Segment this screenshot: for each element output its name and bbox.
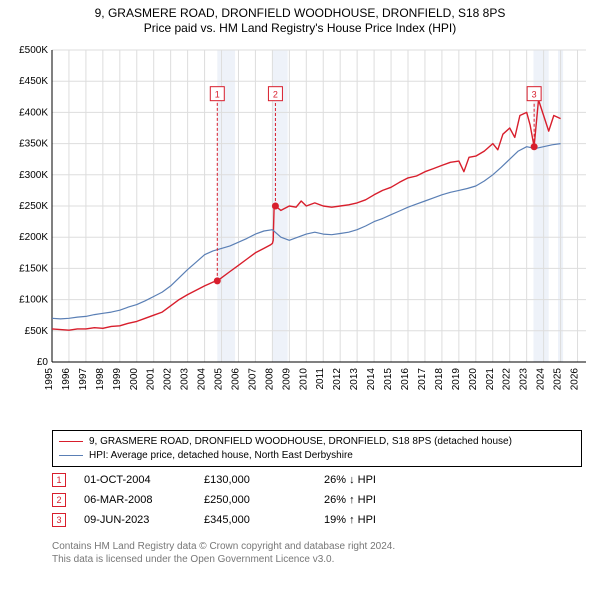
x-tick-label: 2004	[197, 368, 208, 391]
x-tick-label: 2015	[383, 368, 394, 391]
transaction-price: £130,000	[204, 474, 324, 486]
x-tick-label: 2007	[247, 368, 258, 391]
y-tick-label: £400K	[19, 107, 48, 118]
transaction-marker: 3	[52, 513, 66, 527]
x-tick-label: 1997	[78, 368, 89, 391]
x-tick-label: 2008	[264, 368, 275, 391]
x-tick-label: 2005	[214, 368, 225, 391]
x-tick-label: 2025	[553, 368, 564, 391]
transaction-row: 3 09-JUN-2023£345,00019% ↑ HPI	[52, 510, 582, 530]
x-tick-label: 2023	[519, 368, 530, 391]
transaction-date: 06-MAR-2008	[84, 494, 204, 506]
transaction-row: 2 06-MAR-2008£250,00026% ↑ HPI	[52, 490, 582, 510]
x-tick-label: 1999	[112, 368, 123, 391]
x-tick-label: 2014	[366, 368, 377, 391]
legend-row: 9, GRASMERE ROAD, DRONFIELD WOODHOUSE, D…	[59, 434, 575, 448]
title-address: 9, GRASMERE ROAD, DRONFIELD WOODHOUSE, D…	[0, 6, 600, 21]
legend-swatch	[59, 441, 83, 442]
y-tick-label: £350K	[19, 139, 48, 150]
transaction-marker: 2	[52, 493, 66, 507]
x-tick-label: 2026	[570, 368, 581, 391]
y-tick-label: £250K	[19, 201, 48, 212]
transaction-diff: 19% ↑ HPI	[324, 514, 444, 526]
x-tick-label: 2022	[502, 368, 513, 391]
x-tick-label: 1996	[61, 368, 72, 391]
marker-number: 2	[273, 90, 278, 100]
x-tick-label: 2019	[451, 368, 462, 391]
y-tick-label: £500K	[19, 45, 48, 56]
chart-container: 9, GRASMERE ROAD, DRONFIELD WOODHOUSE, D…	[0, 0, 600, 590]
y-tick-label: £450K	[19, 76, 48, 87]
marker-number: 1	[215, 90, 220, 100]
x-tick-label: 2009	[281, 368, 292, 391]
y-tick-label: £200K	[19, 232, 48, 243]
legend-row: HPI: Average price, detached house, Nort…	[59, 448, 575, 462]
transaction-row: 1 01-OCT-2004£130,00026% ↓ HPI	[52, 470, 582, 490]
x-tick-label: 2024	[536, 368, 547, 391]
x-tick-label: 2021	[485, 368, 496, 391]
x-tick-label: 2012	[332, 368, 343, 391]
marker-dot	[272, 203, 279, 210]
y-tick-label: £150K	[19, 263, 48, 274]
legend-label: 9, GRASMERE ROAD, DRONFIELD WOODHOUSE, D…	[89, 436, 512, 447]
x-tick-label: 1995	[44, 368, 55, 391]
footnote: Contains HM Land Registry data © Crown c…	[52, 540, 395, 566]
x-tick-label: 2011	[315, 368, 326, 390]
y-tick-label: £50K	[25, 326, 49, 337]
marker-dot	[531, 143, 538, 150]
title-block: 9, GRASMERE ROAD, DRONFIELD WOODHOUSE, D…	[0, 0, 600, 36]
transaction-marker: 1	[52, 473, 66, 487]
transactions-table: 1 01-OCT-2004£130,00026% ↓ HPI 2 06-MAR-200…	[52, 470, 582, 530]
footnote-line1: Contains HM Land Registry data © Crown c…	[52, 540, 395, 553]
x-tick-label: 2006	[230, 368, 241, 391]
title-subtitle: Price paid vs. HM Land Registry's House …	[0, 21, 600, 36]
x-tick-label: 2018	[434, 368, 445, 391]
marker-number: 3	[532, 90, 537, 100]
y-tick-label: £300K	[19, 170, 48, 181]
footnote-line2: This data is licensed under the Open Gov…	[52, 553, 395, 566]
x-tick-label: 2001	[146, 368, 157, 391]
chart-svg: £0 £50K £100K £150K £200K £250K £300K £350K £400…	[8, 44, 592, 424]
x-tick-label: 2013	[349, 368, 360, 391]
x-tick-label: 2010	[298, 368, 309, 391]
legend: 9, GRASMERE ROAD, DRONFIELD WOODHOUSE, D…	[52, 430, 582, 467]
x-tick-label: 2020	[468, 368, 479, 391]
x-tick-label: 1998	[95, 368, 106, 391]
transaction-diff: 26% ↓ HPI	[324, 474, 444, 486]
legend-label: HPI: Average price, detached house, Nort…	[89, 450, 353, 461]
x-tick-label: 2002	[163, 368, 174, 391]
x-tick-label: 2000	[129, 368, 140, 391]
x-tick-label: 2017	[417, 368, 428, 391]
transaction-date: 01-OCT-2004	[84, 474, 204, 486]
marker-dot	[214, 277, 221, 284]
transaction-price: £250,000	[204, 494, 324, 506]
y-tick-label: £0	[37, 357, 49, 368]
transaction-diff: 26% ↑ HPI	[324, 494, 444, 506]
transaction-price: £345,000	[204, 514, 324, 526]
chart: £0 £50K £100K £150K £200K £250K £300K £350K £400…	[8, 44, 592, 424]
y-tick-label: £100K	[19, 295, 48, 306]
legend-swatch	[59, 455, 83, 456]
x-tick-label: 2016	[400, 368, 411, 391]
transaction-date: 09-JUN-2023	[84, 514, 204, 526]
x-tick-label: 2003	[180, 368, 191, 391]
